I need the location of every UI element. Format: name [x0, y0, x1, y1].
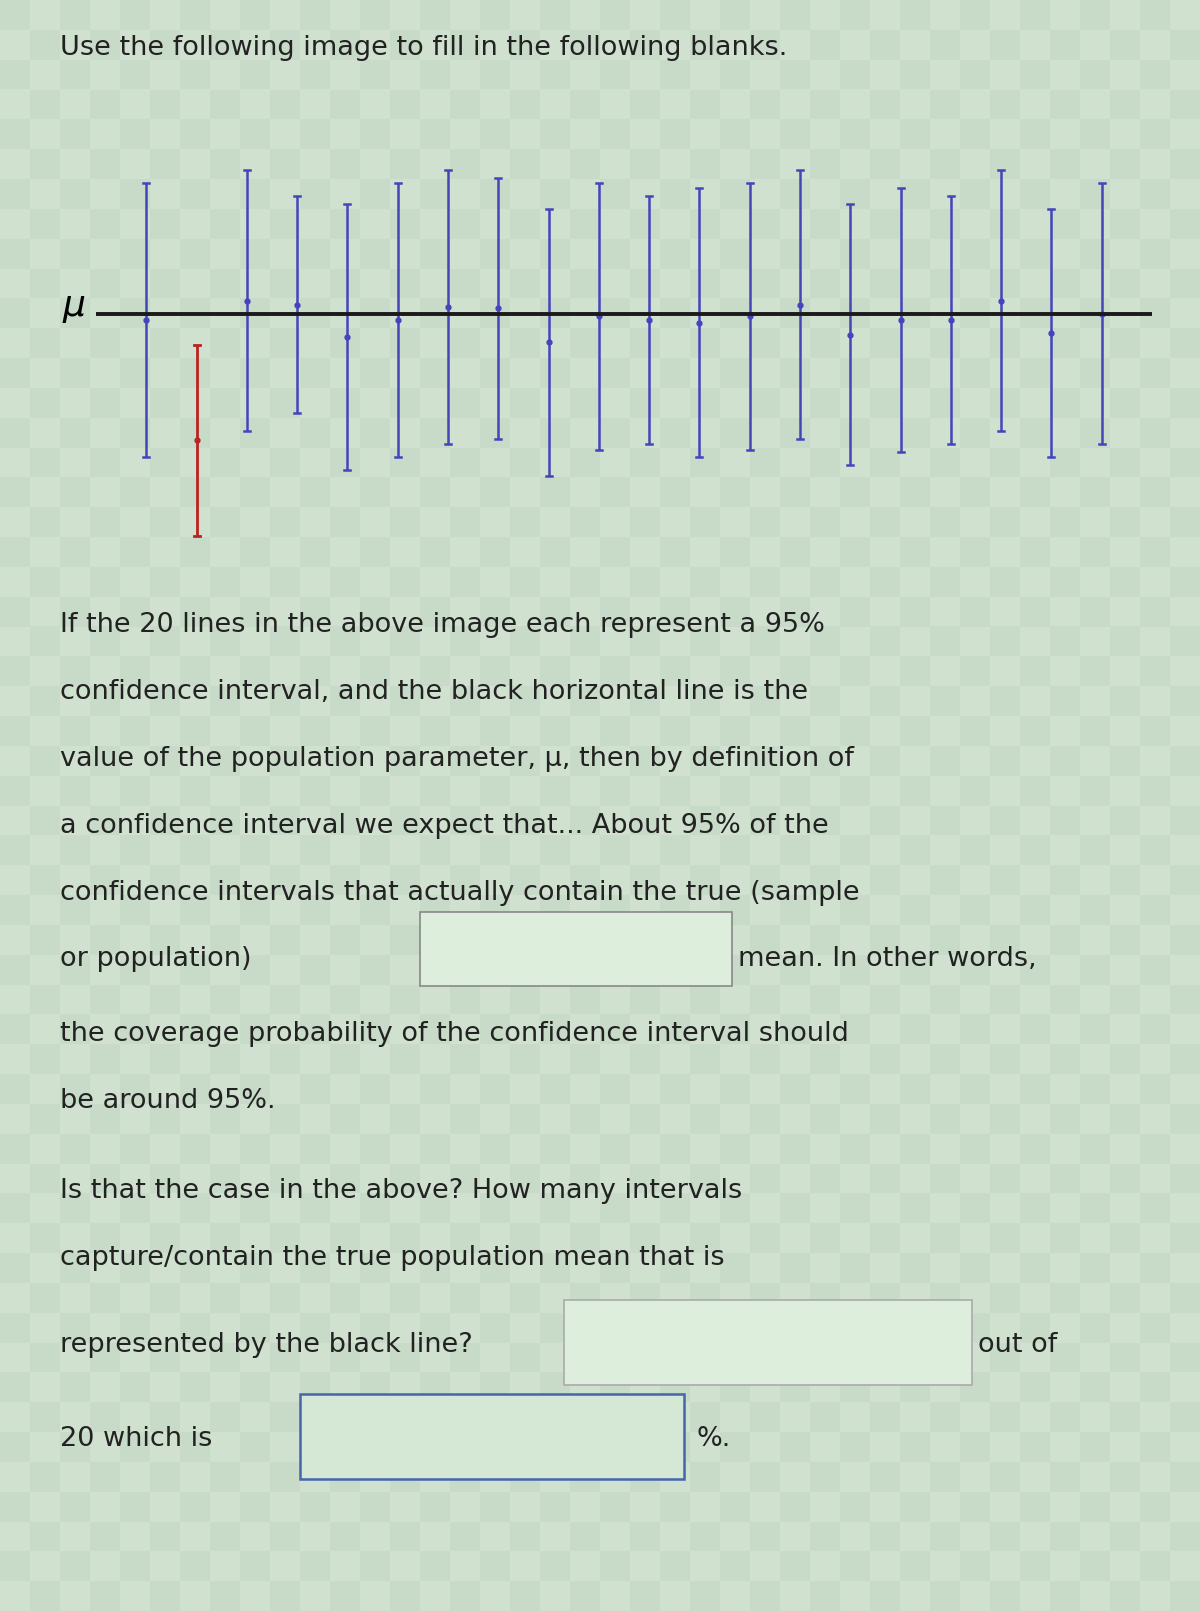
Text: confidence interval, and the black horizontal line is the: confidence interval, and the black horiz… [60, 680, 808, 706]
Text: or population): or population) [60, 946, 252, 973]
Text: confidence intervals that actually contain the true (sample: confidence intervals that actually conta… [60, 880, 859, 905]
Text: be around 95%.: be around 95%. [60, 1087, 276, 1115]
Text: |: | [316, 1426, 325, 1453]
Text: Use the following image to fill in the following blanks.: Use the following image to fill in the f… [60, 35, 787, 61]
Text: a confidence interval we expect that... About 95% of the: a confidence interval we expect that... … [60, 812, 829, 839]
Text: value of the population parameter, μ, then by definition of: value of the population parameter, μ, th… [60, 746, 854, 772]
Text: 20 which is: 20 which is [60, 1426, 212, 1452]
Text: capture/contain the true population mean that is: capture/contain the true population mean… [60, 1245, 725, 1271]
Text: represented by the black line?: represented by the black line? [60, 1332, 473, 1358]
Text: the coverage probability of the confidence interval should: the coverage probability of the confiden… [60, 1021, 848, 1047]
Text: out of: out of [978, 1332, 1057, 1358]
Text: If the 20 lines in the above image each represent a 95%: If the 20 lines in the above image each … [60, 612, 824, 638]
Text: $\mu$: $\mu$ [62, 292, 86, 325]
Text: Is that the case in the above? How many intervals: Is that the case in the above? How many … [60, 1179, 743, 1205]
Text: mean. In other words,: mean. In other words, [738, 946, 1037, 973]
Text: %.: %. [696, 1426, 731, 1452]
